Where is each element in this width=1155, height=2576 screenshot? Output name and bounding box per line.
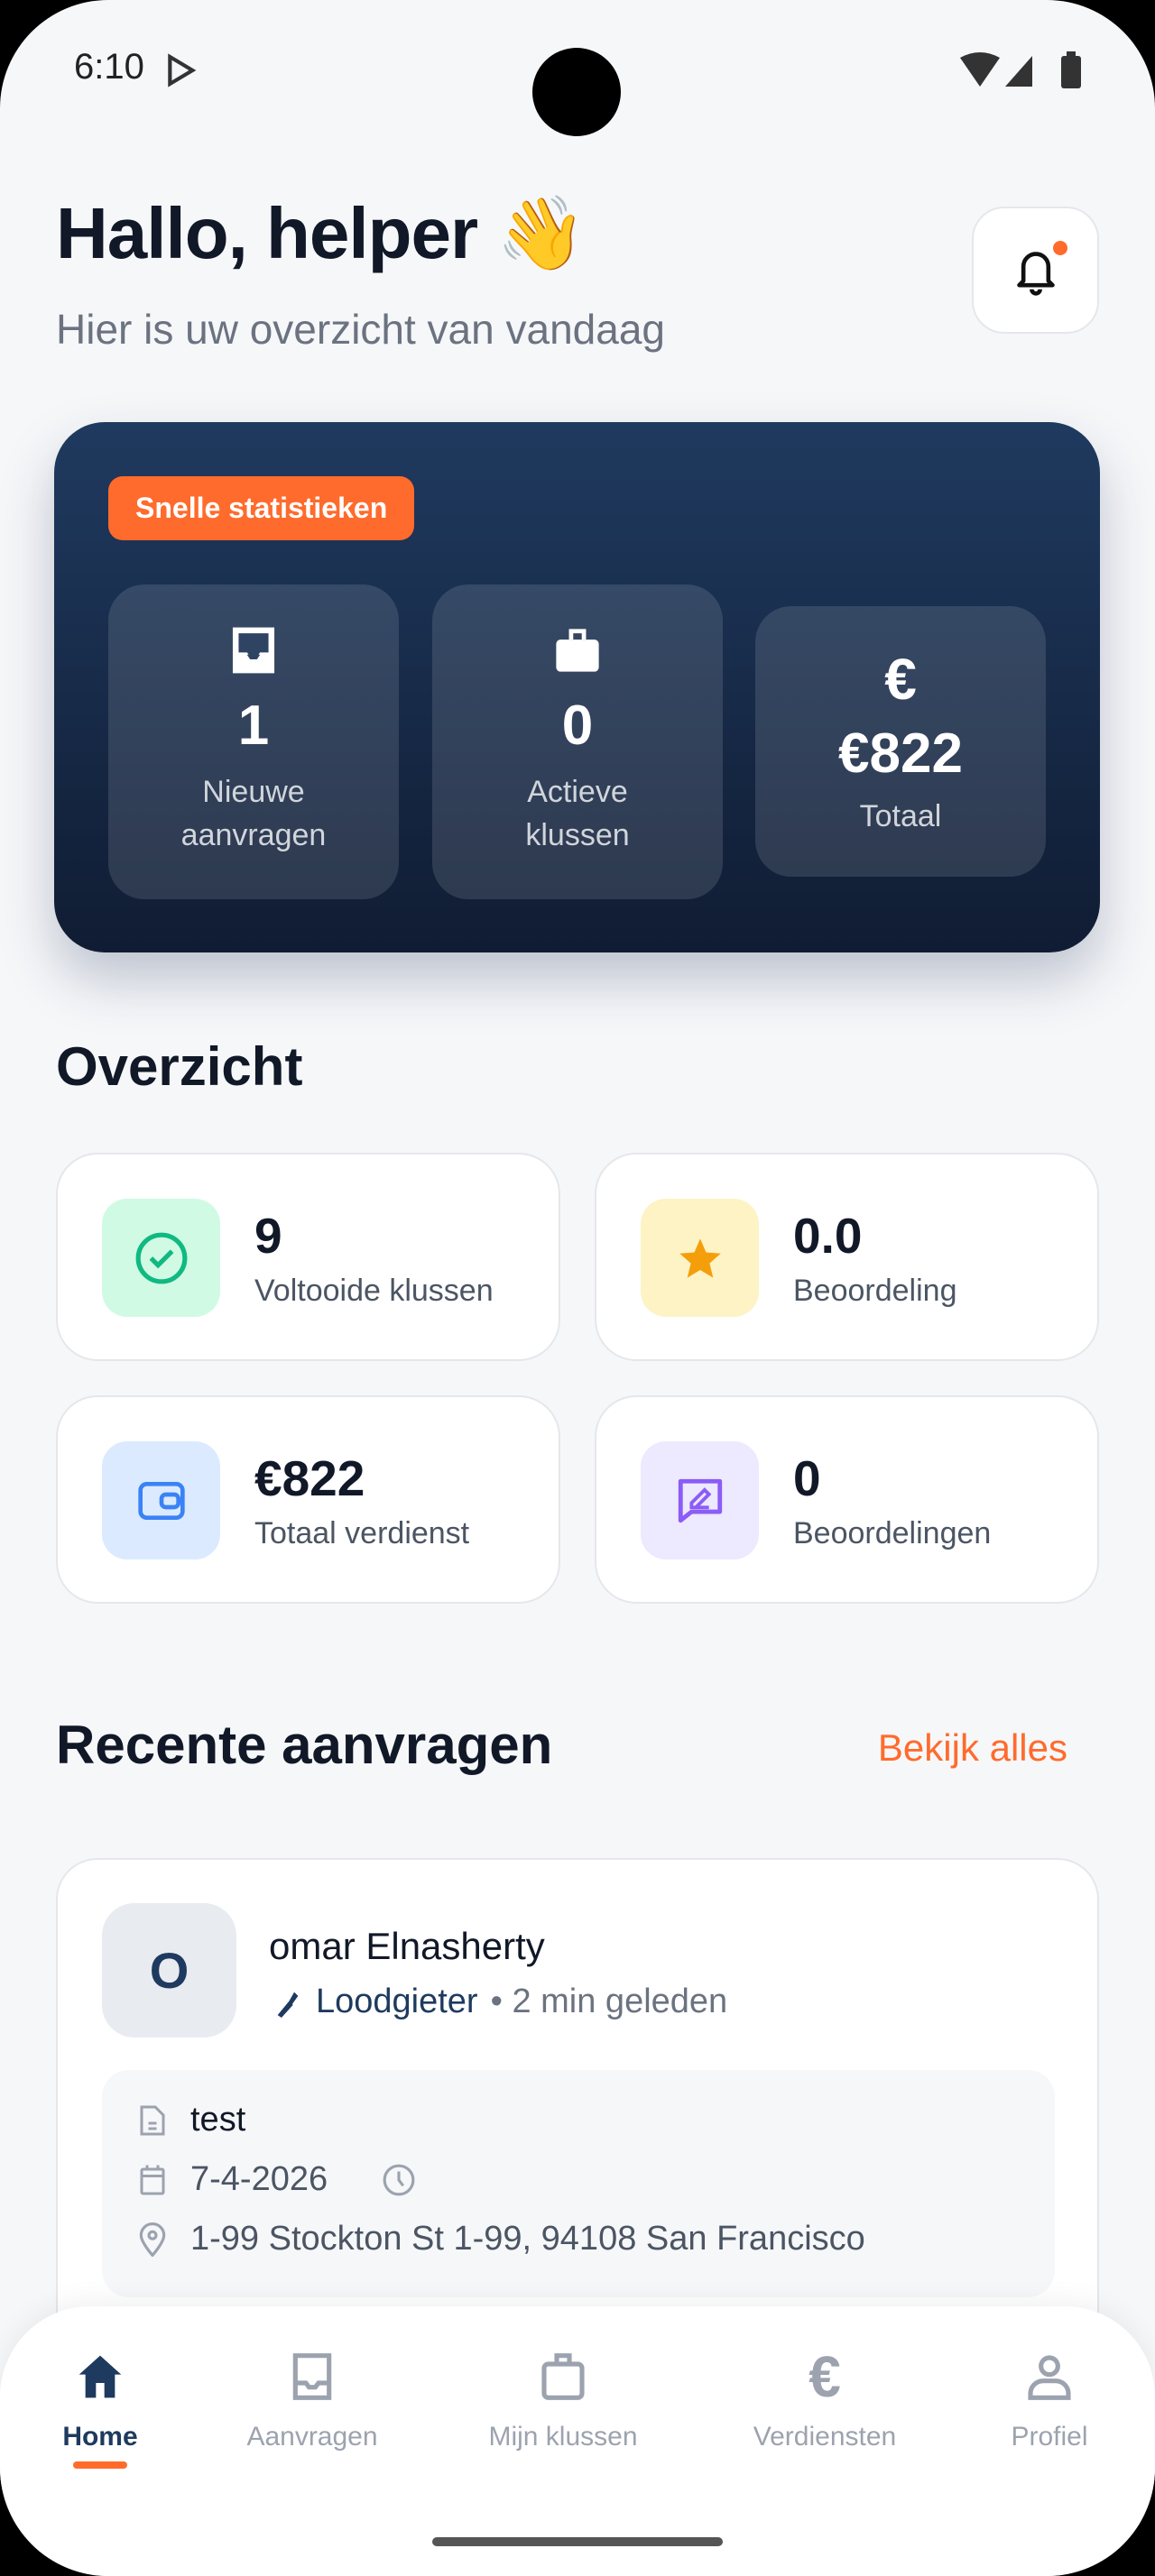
home-icon	[79, 2355, 122, 2398]
overview-title: Overzicht	[56, 1036, 303, 1097]
overview-value: 0	[793, 1450, 821, 1506]
location-pin-icon	[139, 2222, 166, 2257]
gesture-bar[interactable]	[432, 2537, 723, 2546]
overview-label: Voltooide klussen	[254, 1274, 494, 1308]
notification-dot	[1053, 241, 1067, 255]
overview-label: Beoordeling	[793, 1274, 957, 1308]
request-time: • 2 min geleden	[490, 1983, 728, 2020]
stat-tile-new-requests[interactable]: 1 Nieuwe aanvragen	[108, 584, 399, 899]
quick-stats-badge: Snelle statistieken	[108, 476, 415, 540]
briefcase-icon	[556, 629, 599, 672]
review-icon	[641, 1441, 759, 1559]
stat-label: Totaal	[859, 798, 942, 833]
detail-date: 7-4-2026	[138, 2160, 416, 2199]
overview-value: 0.0	[793, 1208, 863, 1264]
status-time: 6:10	[74, 47, 144, 87]
overview-card-reviews[interactable]: 0 Beoordelingen	[595, 1395, 1099, 1604]
stat-label: Actieve klussen	[525, 775, 630, 852]
stat-value: 1	[237, 695, 270, 757]
stat-tile-active-jobs[interactable]: 0 Actieve klussen	[432, 584, 723, 899]
recent-requests-title: Recente aanvragen	[56, 1715, 553, 1775]
detail-address: 1-99 Stockton St 1-99, 94108 San Francis…	[138, 2220, 865, 2259]
overview-card-earnings[interactable]: €822 Totaal verdienst	[56, 1395, 560, 1604]
stat-value: 0	[561, 695, 594, 757]
briefcase-icon	[541, 2353, 585, 2400]
camera-cutout	[532, 48, 621, 136]
overview-value: 9	[254, 1208, 282, 1264]
request-category: Loodgieter	[316, 1983, 478, 2020]
stat-tile-total[interactable]: € €822 Totaal	[755, 606, 1046, 877]
star-icon	[641, 1199, 759, 1317]
check-circle-icon	[102, 1199, 220, 1317]
quick-stats-card: Snelle statistieken 1 Nieuwe aanvragen 0…	[54, 422, 1100, 952]
description-text: test	[190, 2101, 246, 2139]
clock-icon	[383, 2164, 415, 2195]
nav-earnings[interactable]: € Verdiensten	[725, 2344, 924, 2452]
wallet-icon	[102, 1441, 220, 1559]
request-details: test 7-4-2026 1-99 Stockton St 1-99, 941…	[102, 2070, 1055, 2297]
nav-label: Verdiensten	[753, 2422, 897, 2452]
overview-label: Beoordelingen	[793, 1516, 992, 1550]
inbox-icon	[292, 2353, 332, 2400]
nav-requests[interactable]: Aanvragen	[213, 2351, 411, 2452]
greeting-subtitle: Hier is uw overzicht van vandaag	[56, 306, 665, 353]
greeting-title: Hallo, helper 👋	[56, 193, 587, 273]
detail-description: test	[138, 2101, 245, 2139]
notifications-button[interactable]	[972, 207, 1099, 334]
nav-label: Home	[62, 2422, 138, 2452]
see-all-link[interactable]: Bekijk alles	[877, 1726, 1067, 1769]
nav-label: Aanvragen	[246, 2422, 378, 2452]
overview-card-completed[interactable]: 9 Voltooide klussen	[56, 1153, 560, 1361]
wrench-icon	[277, 1992, 299, 2018]
system-status-icons	[960, 51, 1081, 88]
date-text: 7-4-2026	[190, 2160, 328, 2198]
euro-icon: €	[884, 646, 917, 712]
euro-icon: €	[808, 2344, 841, 2409]
calendar-icon	[140, 2165, 165, 2194]
bell-icon	[1016, 251, 1055, 296]
address-text: 1-99 Stockton St 1-99, 94108 San Francis…	[190, 2220, 865, 2258]
stat-value: €822	[838, 722, 963, 785]
play-store-icon	[168, 53, 197, 87]
overview-card-rating[interactable]: 0.0 Beoordeling	[595, 1153, 1099, 1361]
overview-value: €822	[254, 1450, 365, 1506]
nav-profile[interactable]: Profiel	[950, 2351, 1149, 2452]
stat-label: Nieuwe aanvragen	[180, 775, 327, 852]
nav-my-jobs[interactable]: Mijn klussen	[464, 2351, 662, 2452]
inbox-icon	[232, 627, 275, 674]
user-icon	[1028, 2355, 1071, 2400]
nav-home[interactable]: Home	[1, 2351, 199, 2469]
overview-label: Totaal verdienst	[254, 1516, 470, 1550]
nav-label: Mijn klussen	[488, 2422, 638, 2452]
bottom-nav: Home Aanvragen Mijn klussen € Verdienste…	[0, 2306, 1155, 2576]
request-meta: Loodgieter • 2 min geleden	[273, 1983, 727, 2021]
avatar: O	[102, 1903, 236, 2038]
document-icon	[140, 2105, 165, 2135]
nav-label: Profiel	[1011, 2422, 1088, 2452]
active-indicator	[73, 2461, 127, 2469]
requester-name: omar Elnasherty	[269, 1925, 545, 1967]
